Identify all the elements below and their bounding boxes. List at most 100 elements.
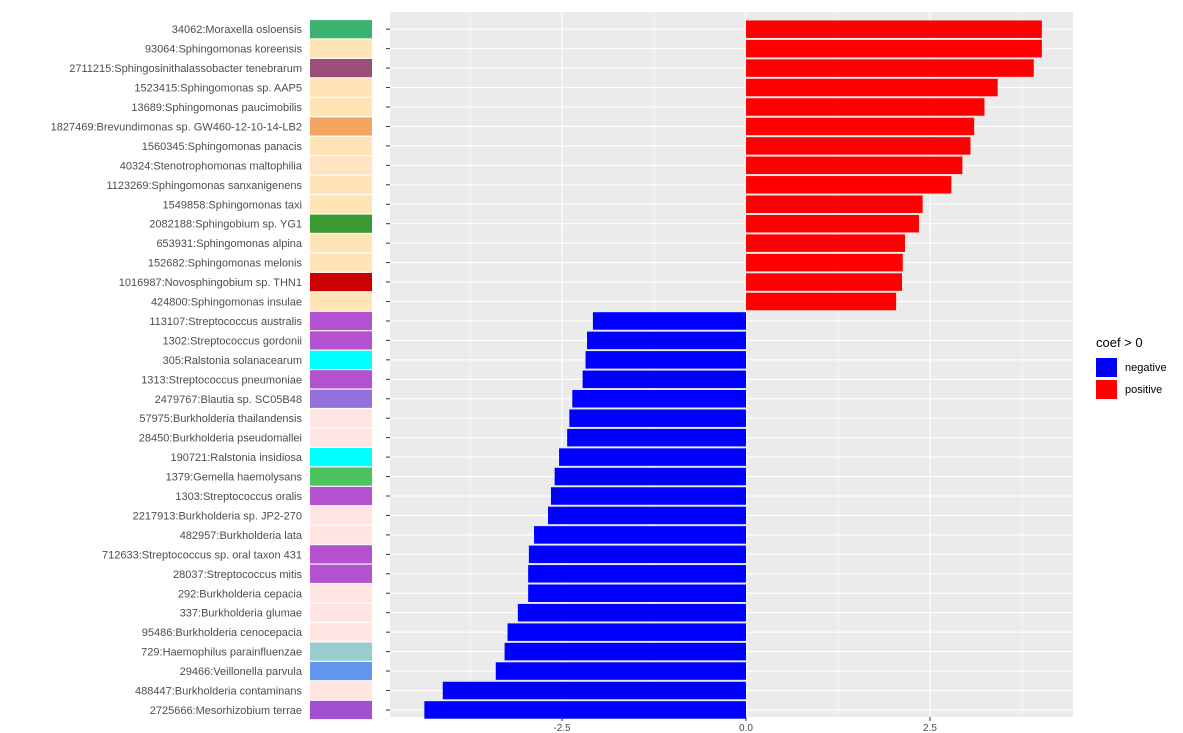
bar <box>746 273 903 291</box>
x-tick-label: -2.5 <box>553 723 571 733</box>
bar <box>746 98 985 116</box>
y-tick-label: 1123269:Sphingomonas sanxanigenens <box>106 180 302 192</box>
strip-cell <box>310 214 372 233</box>
strip-cell <box>310 272 372 292</box>
y-tick-label: 1303:Streptococcus oralis <box>175 491 302 503</box>
strip-cell <box>310 409 372 428</box>
y-tick-label: 1016987:Novosphingobium sp. THN1 <box>119 277 302 289</box>
bar <box>746 253 903 272</box>
y-tick-label: 2711215:Sphingosinithalassobacter tenebr… <box>69 63 302 75</box>
legend-title: coef > 0 <box>1096 335 1143 350</box>
strip-cell <box>310 350 372 369</box>
bar <box>504 642 746 661</box>
strip-cell <box>310 447 372 467</box>
category-color-strip <box>310 20 372 720</box>
bars <box>424 20 1042 719</box>
strip-cell <box>310 467 372 486</box>
x-tick-label: 0.0 <box>739 723 753 733</box>
bar <box>746 156 963 175</box>
y-tick-label: 28450:Burkholderia pseudomallei <box>139 433 302 445</box>
strip-cell <box>310 136 372 156</box>
bar <box>517 603 746 622</box>
strip-cell <box>310 311 372 331</box>
strip-cell <box>310 175 372 194</box>
bar <box>528 545 746 564</box>
bar <box>746 137 971 155</box>
y-tick-label: 424800:Sphingomonas insulae <box>151 297 302 309</box>
y-tick-label: 1313:Streptococcus pneumoniae <box>141 374 302 386</box>
strip-cell <box>310 253 372 272</box>
legend-key-negative <box>1096 358 1117 377</box>
bar <box>746 78 998 97</box>
y-tick-label: 1302:Streptococcus gordonii <box>163 335 302 347</box>
bar <box>746 195 923 213</box>
strip-cell <box>310 156 372 175</box>
y-tick-label: 13689:Sphingomonas paucimobilis <box>131 102 302 114</box>
bar <box>746 214 919 233</box>
strip-cell <box>310 292 372 311</box>
bar <box>548 506 746 525</box>
bar <box>585 351 746 369</box>
legend-label-negative: negative <box>1125 362 1167 374</box>
y-tick-label: 292:Burkholderia cepacia <box>178 588 303 600</box>
strip-cell <box>310 97 372 117</box>
y-tick-label: 57975:Burkholderia thailandensis <box>139 413 302 425</box>
y-tick-label: 95486:Burkholderia cenocepacia <box>142 627 303 639</box>
bar <box>592 312 746 330</box>
y-tick-label: 190721:Ralstonia insidiosa <box>171 452 303 464</box>
y-tick-label: 152682:Sphingomonas melonis <box>148 258 303 270</box>
strip-cell <box>310 20 372 39</box>
strip-cell <box>310 506 372 525</box>
strip-cell <box>310 642 372 661</box>
bar <box>746 59 1034 77</box>
bar <box>746 176 952 194</box>
bar <box>567 428 746 447</box>
strip-cell <box>310 681 372 700</box>
y-tick-label: 337:Burkholderia glumae <box>180 608 302 620</box>
bar <box>746 234 905 252</box>
y-axis-labels: 34062:Moraxella osloensis 93064:Sphingomo… <box>51 24 390 717</box>
strip-cell <box>310 117 372 136</box>
strip-cell <box>310 234 372 253</box>
strip-cell <box>310 78 372 97</box>
y-tick-label: 1523415:Sphingomonas sp. AAP5 <box>134 83 302 95</box>
y-tick-label: 28037:Streptococcus mitis <box>173 569 303 581</box>
strip-cell <box>310 661 372 681</box>
strip-cell <box>310 603 372 622</box>
strip-cell <box>310 486 372 506</box>
y-tick-label: 34062:Moraxella osloensis <box>172 24 303 36</box>
y-tick-label: 1827469:Brevundimonas sp. GW460-12-10-14… <box>51 121 302 133</box>
legend-label-positive: positive <box>1125 384 1162 396</box>
strip-cell <box>310 584 372 603</box>
y-tick-label: 2217913:Burkholderia sp. JP2-270 <box>133 510 302 522</box>
y-tick-label: 653931:Sphingomonas alpina <box>156 238 302 250</box>
strip-cell <box>310 389 372 408</box>
y-tick-label: 1549858:Sphingomonas taxi <box>163 199 302 211</box>
bar <box>746 292 897 311</box>
y-tick-label: 305:Ralstonia solanacearum <box>163 355 302 367</box>
y-tick-label: 712633:Streptococcus sp. oral taxon 431 <box>102 549 302 561</box>
y-tick-label: 1379:Gemella haemolysans <box>166 472 303 484</box>
y-tick-label: 2082188:Sphingobium sp. YG1 <box>149 219 302 231</box>
bar <box>528 584 746 602</box>
bar <box>550 487 746 505</box>
strip-cell <box>310 525 372 545</box>
bar <box>424 701 746 719</box>
legend-key-positive <box>1096 380 1117 399</box>
bar <box>746 20 1042 38</box>
strip-cell <box>310 428 372 447</box>
y-tick-label: 1560345:Sphingomonas panacis <box>142 141 303 153</box>
strip-cell <box>310 545 372 564</box>
y-tick-label: 2479767:Blautia sp. SC05B48 <box>155 394 302 406</box>
strip-cell <box>310 195 372 214</box>
bar <box>746 39 1042 58</box>
bar <box>495 662 746 680</box>
bar <box>554 467 746 486</box>
bar <box>582 370 746 389</box>
y-tick-label: 2725666:Mesorhizobium terrae <box>150 705 302 717</box>
x-axis: -2.5 0.0 2.5 <box>553 717 937 733</box>
y-tick-label: 29466:Veillonella parvula <box>180 666 303 678</box>
bar <box>569 409 746 427</box>
strip-cell <box>310 700 372 720</box>
